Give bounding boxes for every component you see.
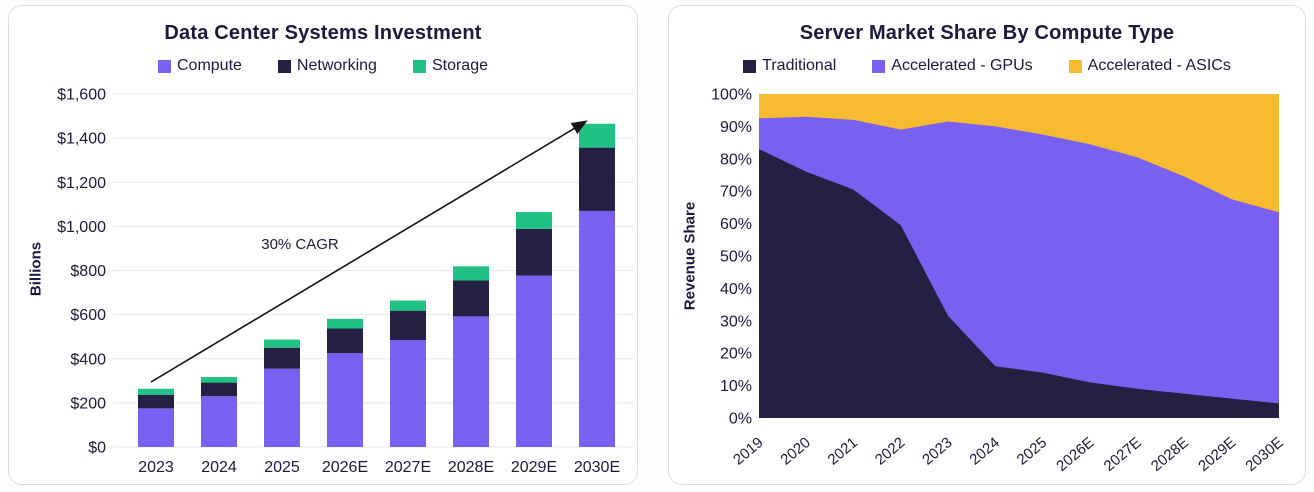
y-tick-label: $400	[70, 351, 106, 368]
legend-item-traditional: Traditional	[743, 57, 836, 75]
bar-segment-networking	[264, 347, 300, 369]
bar-segment-storage	[327, 318, 363, 329]
x-tick-label: 2030E	[1242, 434, 1286, 475]
chart-card-investment: Data Center Systems Investment Compute Ne…	[8, 5, 638, 485]
x-tick-label: 2027E	[1101, 434, 1145, 475]
bar-segment-compute	[264, 368, 300, 447]
x-tick-label: 2021	[825, 434, 861, 468]
x-tick-label: 2025	[264, 459, 300, 476]
legend-label: Accelerated - ASICs	[1087, 57, 1231, 74]
y-tick-label: 70%	[720, 184, 752, 201]
y-tick-label: 30%	[720, 313, 752, 330]
legend-investment: Compute Networking Storage	[9, 57, 637, 75]
legend-swatch	[872, 59, 886, 73]
legend-item-accelerated-asics: Accelerated - ASICs	[1068, 57, 1231, 75]
y-tick-label: $1,400	[57, 131, 106, 148]
legend-server-share: Traditional Accelerated - GPUs Accelerated…	[669, 57, 1305, 75]
x-tick-label: 2028E	[1148, 434, 1192, 475]
y-tick-label: 0%	[729, 411, 752, 428]
x-tick-label: 2027E	[385, 459, 431, 476]
legend-label: Traditional	[762, 57, 837, 74]
bar-segment-networking	[201, 382, 237, 397]
x-tick-label: 2019	[730, 434, 766, 468]
y-tick-label: $1,200	[57, 175, 106, 192]
x-tick-label: 2024	[966, 434, 1002, 468]
x-tick-label: 2020	[777, 434, 813, 468]
chart-card-server-share: Server Market Share By Compute Type Trad…	[668, 5, 1306, 485]
y-tick-label: 40%	[720, 281, 752, 298]
x-tick-label: 2029E	[1195, 434, 1239, 475]
y-tick-label: 60%	[720, 216, 752, 233]
y-tick-label: 50%	[720, 249, 752, 266]
y-tick-label: 80%	[720, 151, 752, 168]
x-tick-label: 2029E	[511, 459, 557, 476]
x-tick-label: 2022	[872, 434, 908, 468]
server-share-area-plot: 0% 10% 20% 30% 40% 50% 60% 70% 80% 90% 100% 2019 202…	[711, 87, 1286, 475]
bar-segment-networking	[579, 147, 615, 211]
x-tick-label: 2023	[138, 459, 174, 476]
bar-segment-storage	[453, 266, 489, 281]
bar-segment-compute	[138, 408, 174, 447]
bar-segment-networking	[453, 280, 489, 317]
cagr-annotation: 30% CAGR	[261, 236, 339, 253]
bar-segment-compute	[579, 210, 615, 447]
legend-swatch	[277, 59, 291, 73]
chart-title-investment: Data Center Systems Investment	[164, 22, 482, 44]
legend-label: Compute	[177, 57, 242, 74]
legend-swatch	[412, 59, 426, 73]
legend-item-compute: Compute	[158, 57, 242, 75]
cagr-arrow	[150, 120, 588, 383]
y-tick-label: $600	[70, 307, 106, 324]
x-tick-label: 2024	[201, 459, 237, 476]
bar-segment-networking	[327, 328, 363, 354]
legend-label: Accelerated - GPUs	[891, 57, 1033, 74]
legend-item-networking: Networking	[277, 57, 377, 75]
y-tick-label: 10%	[720, 378, 752, 395]
x-tick-label: 2023	[919, 434, 955, 468]
y-tick-label: $800	[70, 263, 106, 280]
bar-segment-compute	[327, 353, 363, 447]
legend-item-storage: Storage	[412, 57, 488, 75]
bar-segment-storage	[579, 123, 615, 148]
x-tick-label: 2026E	[322, 459, 368, 476]
legend-item-accelerated-gpus: Accelerated - GPUs	[872, 57, 1033, 75]
x-tick-label: 2026E	[1053, 434, 1097, 475]
chart-title-server-share: Server Market Share By Compute Type	[799, 22, 1175, 44]
bar-segment-networking	[390, 310, 426, 340]
bar-segment-networking	[516, 228, 552, 276]
bar-segment-compute	[201, 396, 237, 447]
bar-segment-compute	[390, 339, 426, 447]
bar-segment-compute	[453, 316, 489, 447]
bar-segment-storage	[201, 377, 237, 383]
legend-label: Storage	[431, 57, 488, 74]
y-tick-label: $1,600	[57, 87, 106, 104]
investment-bar-plot: $0 $200 $400 $600 $800 $1,000 $1,200 $1,400 $1,6…	[57, 87, 633, 476]
bar-segment-storage	[516, 212, 552, 229]
legend-swatch	[158, 59, 171, 73]
y-tick-label: 20%	[720, 346, 752, 363]
bar-segment-compute	[516, 275, 552, 447]
y-tick-label: $200	[70, 395, 106, 412]
bar-segment-storage	[264, 339, 300, 348]
area-traditional	[759, 149, 1279, 418]
y-tick-label: $1,000	[57, 219, 106, 236]
x-tick-label: 2028E	[448, 459, 494, 476]
x-tick-label: 2030E	[574, 459, 620, 476]
y-tick-label: 100%	[711, 87, 752, 104]
legend-swatch	[1068, 59, 1082, 73]
x-tick-label: 2025	[1014, 434, 1050, 468]
bar-segment-storage	[390, 300, 426, 311]
bar-segment-storage	[138, 388, 174, 395]
y-tick-label: $0	[88, 440, 106, 457]
bar-segment-networking	[138, 394, 174, 409]
y-tick-label: 90%	[720, 119, 752, 136]
legend-label: Networking	[296, 57, 377, 74]
legend-swatch	[743, 59, 757, 73]
